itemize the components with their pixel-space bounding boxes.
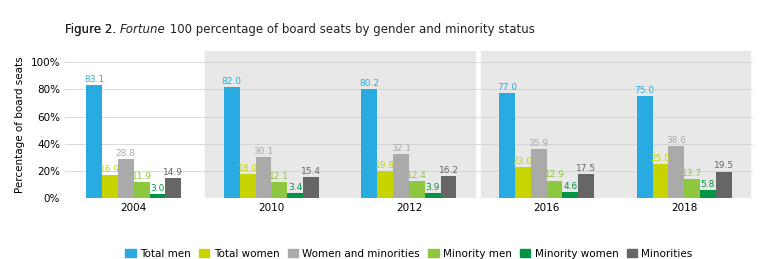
Bar xyxy=(547,181,562,198)
Text: 17.5: 17.5 xyxy=(576,164,596,173)
Text: 19.5: 19.5 xyxy=(713,161,733,170)
Legend: Total men, Total women, Women and minorities, Minority men, Minority women, Mino: Total men, Total women, Women and minori… xyxy=(121,244,697,259)
Text: 32.1: 32.1 xyxy=(391,144,411,153)
Text: 80.2: 80.2 xyxy=(359,79,379,88)
Bar xyxy=(716,171,732,198)
Bar xyxy=(150,194,165,198)
Bar xyxy=(377,171,393,198)
Bar xyxy=(287,193,303,198)
Bar xyxy=(118,159,134,198)
Text: Figure 2.: Figure 2. xyxy=(65,23,120,36)
Text: 23.0: 23.0 xyxy=(513,157,533,166)
Bar xyxy=(441,176,456,198)
Bar xyxy=(700,190,716,198)
Bar xyxy=(668,146,684,198)
Bar xyxy=(393,154,409,198)
Text: 4.6: 4.6 xyxy=(563,182,578,191)
Text: 35.9: 35.9 xyxy=(528,139,548,148)
Bar xyxy=(637,96,653,198)
Text: 15.4: 15.4 xyxy=(301,167,321,176)
Bar xyxy=(256,157,271,198)
Bar xyxy=(515,167,531,198)
Bar xyxy=(86,85,102,198)
Bar xyxy=(531,149,547,198)
Bar xyxy=(303,177,319,198)
Text: 11.9: 11.9 xyxy=(131,172,152,181)
Text: 14.9: 14.9 xyxy=(164,168,184,177)
Text: 30.1: 30.1 xyxy=(253,147,273,156)
Text: Fortune: Fortune xyxy=(120,23,166,36)
Bar xyxy=(425,193,441,198)
Bar xyxy=(653,164,668,198)
Bar xyxy=(578,174,594,198)
Bar xyxy=(240,174,256,198)
Text: 38.6: 38.6 xyxy=(666,135,687,145)
Text: 12.4: 12.4 xyxy=(407,171,427,180)
Text: 16.9: 16.9 xyxy=(100,165,120,174)
Text: 3.4: 3.4 xyxy=(288,183,302,192)
Y-axis label: Percentage of board seats: Percentage of board seats xyxy=(15,56,25,193)
Bar xyxy=(271,182,287,198)
Text: 77.0: 77.0 xyxy=(497,83,517,92)
Text: 5.8: 5.8 xyxy=(700,180,715,189)
Text: Figure 2.: Figure 2. xyxy=(65,23,120,36)
Text: 12.9: 12.9 xyxy=(545,170,564,179)
Bar xyxy=(481,51,750,198)
Bar xyxy=(684,179,700,198)
Bar xyxy=(205,51,475,198)
Text: 3.9: 3.9 xyxy=(425,183,440,192)
Text: 19.8: 19.8 xyxy=(375,161,396,170)
Text: 75.0: 75.0 xyxy=(634,86,654,95)
Bar xyxy=(499,93,515,198)
Bar xyxy=(102,175,118,198)
Text: 28.8: 28.8 xyxy=(116,149,136,158)
Text: 3.0: 3.0 xyxy=(151,184,164,193)
Text: 25.0: 25.0 xyxy=(650,154,670,163)
Bar xyxy=(223,87,240,198)
Text: 16.2: 16.2 xyxy=(439,166,458,175)
Text: 13.7: 13.7 xyxy=(682,169,702,178)
Text: 12.1: 12.1 xyxy=(270,171,290,181)
Bar xyxy=(409,181,425,198)
Text: 18.0: 18.0 xyxy=(237,163,258,172)
Bar xyxy=(362,89,377,198)
Text: 82.0: 82.0 xyxy=(222,76,242,85)
Text: 100 percentage of board seats by gender and minority status: 100 percentage of board seats by gender … xyxy=(166,23,535,36)
Text: 83.1: 83.1 xyxy=(84,75,104,84)
Bar xyxy=(134,182,150,198)
Bar xyxy=(562,192,578,198)
Bar xyxy=(165,178,181,198)
